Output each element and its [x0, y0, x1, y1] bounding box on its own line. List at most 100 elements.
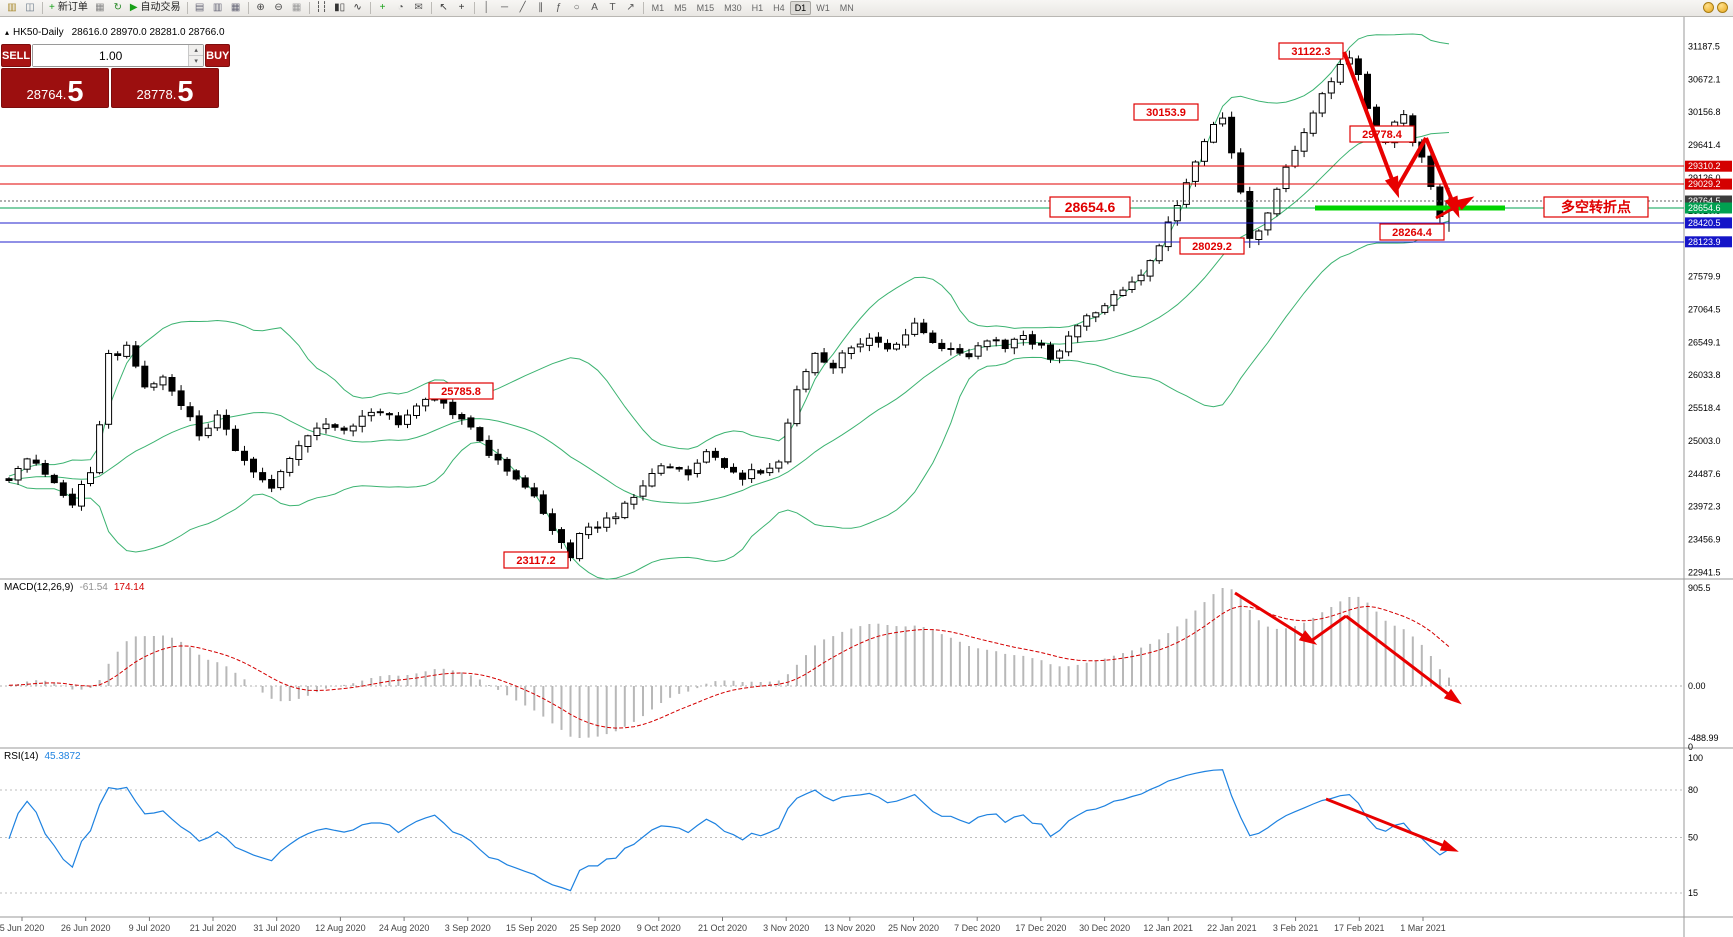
volume-input[interactable] — [33, 45, 189, 66]
annotation-box[interactable] — [428, 382, 494, 400]
trend-arrow[interactable] — [1424, 137, 1458, 211]
candle-body — [1309, 112, 1317, 134]
candle-body — [349, 425, 357, 432]
panel-collapse-icon[interactable]: ▴ — [5, 28, 10, 37]
cursor-button[interactable]: ↖ — [435, 1, 453, 16]
volume-down-button[interactable]: ▾ — [189, 56, 204, 66]
channel-button[interactable]: ∥ — [532, 1, 550, 16]
annotations: 31122.3 30153.9 29778.4 28654.6 28029.2 28264… — [428, 42, 1649, 569]
candle-body — [1137, 274, 1145, 282]
trend-arrow[interactable] — [1394, 137, 1428, 191]
crosshair-button[interactable]: + — [453, 1, 471, 16]
annotation-box[interactable] — [1179, 237, 1245, 255]
arrange-icons-button[interactable]: ▦ — [227, 1, 245, 16]
label-button[interactable]: T — [604, 1, 622, 16]
bollinger-middle-band — [8, 132, 1450, 504]
candle-body — [1436, 186, 1444, 217]
buy-button[interactable]: BUY — [205, 44, 231, 67]
candlestick-chart-button[interactable]: ▮▯ — [331, 1, 349, 16]
text-button[interactable]: A — [586, 1, 604, 16]
candle-body — [331, 424, 339, 428]
cursor-icon: ↖ — [439, 2, 448, 13]
rsi-axis-label: 15 — [1688, 888, 1698, 898]
zoom-in-button[interactable]: ⊕ — [252, 1, 270, 16]
toolbar-separator — [42, 2, 43, 14]
trend-arrow[interactable] — [1234, 591, 1312, 643]
cascade-windows-button[interactable]: ▤ — [191, 1, 209, 16]
x-axis-label: 3 Nov 2020 — [763, 923, 809, 933]
sell-price-display[interactable]: 28764. 5 — [1, 68, 109, 108]
timeframe-d1-button[interactable]: D1 — [789, 1, 812, 15]
zoom-out-icon: ⊖ — [274, 2, 283, 13]
candle-body — [965, 353, 973, 358]
annotation-box[interactable] — [1349, 125, 1415, 143]
timeframe-m5-button[interactable]: M5 — [674, 3, 687, 13]
candle-body — [992, 339, 1000, 342]
line-chart-icon: ∿ — [353, 2, 362, 13]
coin-icon-2[interactable] — [1717, 2, 1728, 13]
timeframe-h1-button[interactable]: H1 — [751, 3, 764, 13]
candle-body — [820, 352, 828, 363]
candle-body — [1047, 344, 1054, 360]
trendline-button[interactable]: ╱ — [514, 1, 532, 16]
tile-windows-button[interactable]: ▥ — [209, 1, 227, 16]
arrowhead — [1439, 839, 1459, 852]
candle-body — [539, 494, 547, 514]
x-axis-label: 17 Feb 2021 — [1334, 923, 1385, 933]
chart-list-button[interactable]: ▦ — [91, 1, 109, 16]
vertical-line-icon: │ — [483, 2, 490, 13]
annotation-box[interactable] — [1379, 223, 1445, 241]
trend-arrow[interactable] — [1345, 614, 1457, 702]
annotation-box[interactable] — [503, 551, 569, 569]
annotation-box[interactable] — [1278, 42, 1344, 60]
period-button[interactable]: ◔ — [392, 1, 410, 16]
toolbar: ▥ ◫ + 新订单 ▦ ↻ ▶ 自动交易 ▤ ▥ ▦ ⊕ ⊖ ▦ ┆┆ ▮▯ ∿ + ◔ ✉ ↖ + │ ─ ╱ ∥ ƒ ○ A T ↗ M1… — [0, 0, 1733, 17]
y-axis-label: 25003.0 — [1688, 436, 1721, 446]
fibonacci-button[interactable]: ƒ — [550, 1, 568, 16]
vertical-line-button[interactable]: │ — [478, 1, 496, 16]
shapes-button[interactable]: ○ — [568, 1, 586, 16]
timeframe-m1-button[interactable]: M1 — [651, 3, 665, 13]
candle-body — [675, 467, 683, 470]
timeframe-w1-button[interactable]: W1 — [816, 3, 830, 13]
autotrade-button[interactable]: ▶ 自动交易 — [127, 1, 184, 16]
timeframe-m15-button[interactable]: M15 — [696, 3, 715, 13]
trend-arrow[interactable] — [1325, 797, 1453, 851]
buy-price-display[interactable]: 28778. 5 — [111, 68, 219, 108]
new-order-button[interactable]: + 新订单 — [46, 1, 91, 16]
timeframe-m30-button[interactable]: M30 — [724, 3, 742, 13]
zoom-window-button[interactable]: ◫ — [21, 1, 39, 16]
candle-body — [1364, 73, 1371, 109]
alerts-button[interactable]: ✉ — [410, 1, 428, 16]
line-chart-button[interactable]: ∿ — [349, 1, 367, 16]
candle-body — [920, 322, 928, 334]
candle-body — [648, 473, 656, 487]
candle-body — [1028, 334, 1036, 345]
volume-up-button[interactable]: ▴ — [189, 45, 204, 56]
chart-window-button[interactable]: ▥ — [3, 1, 21, 16]
refresh-button[interactable]: ↻ — [109, 1, 127, 16]
candle-body — [739, 472, 747, 480]
bar-chart-button[interactable]: ┆┆ — [313, 1, 331, 16]
candle-body — [222, 414, 230, 430]
timeframe-mn-button[interactable]: MN — [839, 3, 854, 13]
toolbar-separator — [369, 2, 371, 14]
trend-arrow[interactable] — [1310, 614, 1347, 643]
sell-button[interactable]: SELL — [1, 44, 32, 67]
trend-arrow[interactable] — [1342, 51, 1398, 191]
arrowhead — [1443, 688, 1462, 705]
candle-body — [558, 529, 565, 543]
add-indicator-button[interactable]: + — [374, 1, 392, 16]
annotation-box[interactable] — [1133, 103, 1199, 121]
horizontal-line-button[interactable]: ─ — [496, 1, 514, 16]
annotation-box[interactable] — [1543, 196, 1649, 218]
arrows-button[interactable]: ↗ — [622, 1, 640, 16]
annotation-box[interactable] — [1049, 196, 1131, 218]
zoom-in-icon: ⊕ — [256, 2, 265, 13]
price-tag — [1685, 160, 1732, 172]
coin-icon-1[interactable] — [1703, 2, 1714, 13]
zoom-out-button[interactable]: ⊖ — [270, 1, 288, 16]
timeframe-h4-button[interactable]: H4 — [773, 3, 785, 13]
grid-button[interactable]: ▦ — [288, 1, 306, 16]
